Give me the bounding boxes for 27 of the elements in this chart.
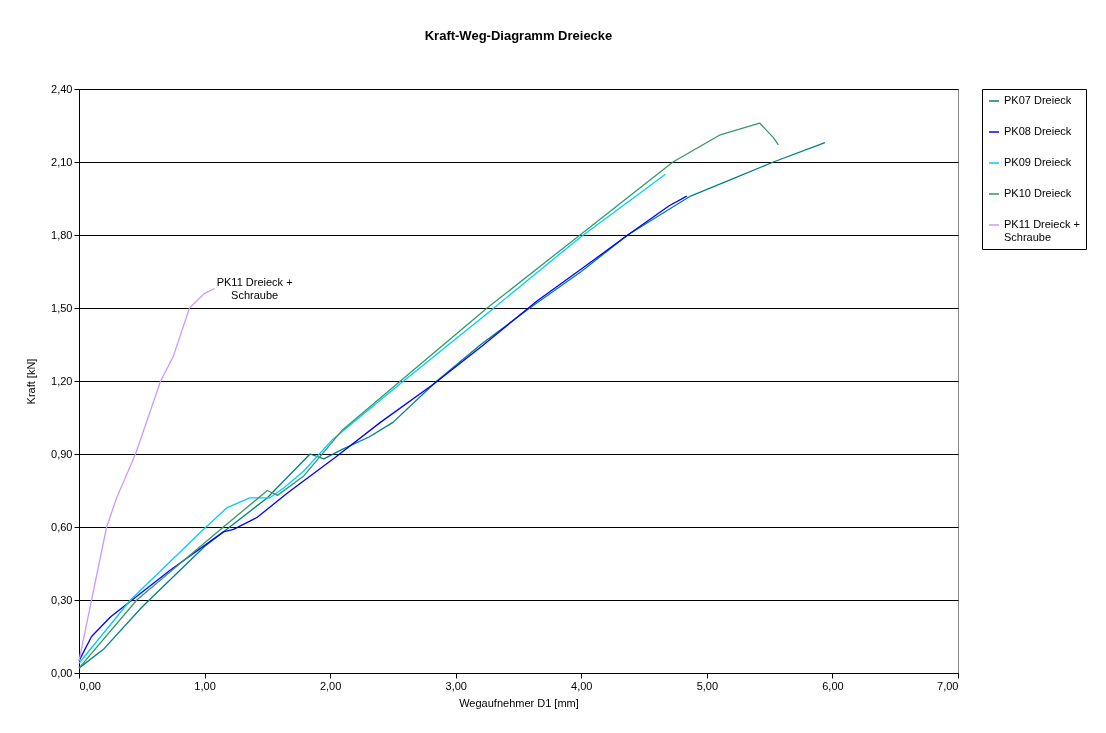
y-tick-label: 0,30	[51, 593, 73, 606]
y-tick-label: 1,50	[51, 301, 73, 314]
x-tick-label: 0,00	[79, 679, 101, 692]
y-axis-title: Kraft [kN]	[25, 358, 38, 405]
y-tick-label: 0,00	[51, 666, 73, 679]
line-series	[78, 287, 216, 662]
legend-label: PK09 Dreieck	[1004, 156, 1072, 168]
legend-label: PK08 Dreieck	[1004, 125, 1072, 137]
annotation: PK11 Dreieck + Schraube	[216, 275, 293, 301]
x-tick-label: 6,00	[822, 679, 844, 692]
x-axis-title: Wegaufnehmer D1 [mm]	[459, 696, 579, 709]
y-tick-label: 1,80	[51, 228, 73, 241]
y-tick-label: 2,40	[51, 82, 73, 95]
legend-label: PK10 Dreieck	[1004, 187, 1072, 199]
x-tick-label: 5,00	[696, 679, 719, 692]
x-tick-label: 4,00	[571, 679, 593, 692]
y-tick-label: 2,10	[51, 155, 73, 168]
y-tick-label: 1,20	[51, 374, 73, 387]
x-tick-label: 7,00	[937, 679, 959, 692]
x-tick-label: 3,00	[445, 679, 467, 692]
y-tick-label: 0,60	[51, 520, 73, 533]
legend-label: PK11 Dreieck + Schraube	[1004, 218, 1080, 243]
x-tick-label: 2,00	[319, 679, 342, 692]
y-tick-label: 0,90	[51, 447, 73, 460]
legend-label: PK07 Dreieck	[1004, 94, 1072, 106]
chart-title: Kraft-Weg-Diagramm Dreiecke	[424, 28, 613, 43]
x-tick-label: 1,00	[194, 679, 216, 692]
